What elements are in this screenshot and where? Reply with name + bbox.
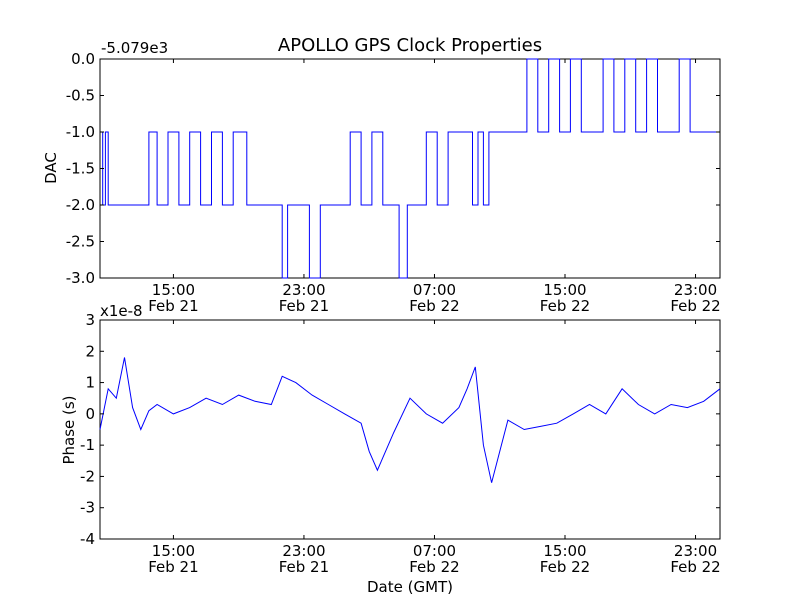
dac-x-tick-date: Feb 22: [670, 297, 720, 315]
dac-series-line: [100, 58, 720, 279]
dac-x-tick-date: Feb 21: [279, 297, 329, 315]
phase-x-tick-time: 23:00: [674, 542, 717, 560]
dac-y-tick-label: -3.0: [66, 269, 95, 287]
dac-axes-frame: [99, 58, 721, 279]
dac-x-tick-time: 23:00: [674, 281, 717, 299]
phase-y-tick-label: -1: [80, 436, 95, 454]
phase-x-tick-time: 15:00: [543, 542, 586, 560]
phase-y-axis-label: Phase (s): [60, 395, 78, 464]
dac-y-tick-label: -1.5: [66, 160, 95, 178]
phase-offset-text: x1e-8: [100, 302, 143, 320]
dac-y-ticks: 0.0 -0.5 -1.0 -1.5 -2.0 -2.5 -3.0: [66, 50, 720, 287]
phase-axes-frame: [99, 319, 721, 540]
dac-x-tick-date: Feb 21: [148, 297, 198, 315]
phase-x-axis-label: Date (GMT): [367, 578, 453, 596]
dac-x-tick-time: 23:00: [282, 281, 325, 299]
phase-y-tick-label: 3: [85, 311, 95, 329]
dac-y-tick-label: -1.0: [66, 123, 95, 141]
phase-y-ticks: 3 2 1 0 -1 -2 -3 -4: [80, 311, 720, 548]
dac-y-tick-label: -0.5: [66, 87, 95, 105]
phase-y-tick-label: -3: [80, 499, 95, 517]
dac-x-tick-time: 07:00: [413, 281, 456, 299]
phase-series-layer: [99, 357, 721, 483]
phase-x-tick-date: Feb 22: [670, 558, 720, 576]
phase-x-tick-date: Feb 21: [148, 558, 198, 576]
dac-x-tick-time: 15:00: [152, 281, 195, 299]
phase-y-tick-label: 1: [85, 374, 95, 392]
phase-series-line: [99, 357, 721, 483]
dac-x-tick-date: Feb 22: [540, 297, 590, 315]
dac-series-layer: [100, 58, 720, 279]
phase-y-tick-label: -2: [80, 467, 95, 485]
dac-y-tick-label: -2.5: [66, 233, 95, 251]
dac-y-axis-label: DAC: [42, 152, 60, 184]
chart-title: APOLLO GPS Clock Properties: [278, 35, 542, 56]
phase-x-tick-time: 23:00: [282, 542, 325, 560]
dac-offset-text: -5.079e3: [101, 39, 168, 57]
phase-x-tick-date: Feb 22: [409, 558, 459, 576]
phase-y-tick-label: 0: [85, 405, 95, 423]
dac-y-tick-label: 0.0: [71, 50, 95, 68]
phase-y-tick-label: 2: [85, 342, 95, 360]
dac-x-tick-time: 15:00: [543, 281, 586, 299]
dac-y-tick-label: -2.0: [66, 196, 95, 214]
phase-x-tick-date: Feb 22: [540, 558, 590, 576]
phase-x-tick-time: 15:00: [152, 542, 195, 560]
dac-x-tick-date: Feb 22: [409, 297, 459, 315]
phase-x-tick-time: 07:00: [413, 542, 456, 560]
phase-x-tick-date: Feb 21: [279, 558, 329, 576]
phase-y-tick-label: -4: [80, 530, 95, 548]
